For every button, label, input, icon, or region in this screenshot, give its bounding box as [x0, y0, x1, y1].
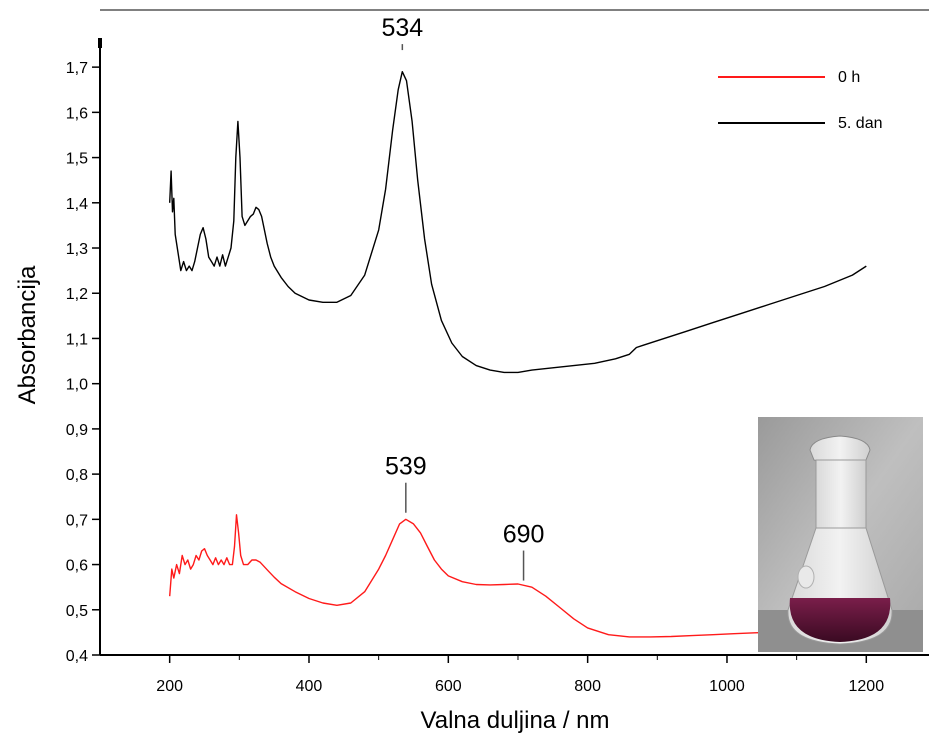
y-axis-ticks: 0,4 0,5 0,6 0,7 0,8 0,9 1,0 1,1 1,2 1,3 1,4 1,5 1,6 1… [66, 60, 100, 665]
y-tick-label: 1,3 [66, 241, 88, 258]
x-tick-label: 600 [435, 678, 462, 695]
y-tick-label: 0,8 [66, 467, 88, 484]
peak-label: 534 [381, 14, 423, 42]
series-layer [169, 70, 867, 638]
flask-photo [758, 417, 923, 652]
flask-label-sticker [797, 565, 815, 589]
x-tick-label: 800 [574, 678, 601, 695]
x-tick-label: 1200 [849, 678, 885, 695]
y-tick-label: 1,0 [66, 377, 88, 394]
y-tick-label: 0,7 [66, 512, 88, 529]
peak-label: 690 [503, 521, 545, 549]
y-tick-label: 0,4 [66, 648, 88, 665]
x-axis-title: Valna duljina / nm [421, 707, 610, 734]
flask-neck-icon [815, 459, 867, 529]
y-tick-label: 1,2 [66, 286, 88, 303]
x-tick-label: 200 [156, 678, 183, 695]
y-tick-label: 1,4 [66, 196, 88, 213]
x-tick-label: 400 [296, 678, 323, 695]
y-tick-label: 1,1 [66, 331, 88, 348]
y-tick-label: 0,5 [66, 603, 88, 620]
y-tick-label: 1,6 [66, 105, 88, 122]
y-tick-label: 0,6 [66, 558, 88, 575]
legend: 0 h 5. dan [718, 69, 882, 132]
series-line-0 [169, 514, 769, 638]
series-line-1 [169, 70, 867, 374]
y-tick-label: 0,9 [66, 422, 88, 439]
y-tick-label: 1,7 [66, 60, 88, 77]
flask-liquid [789, 598, 891, 642]
peak-label: 539 [385, 453, 427, 481]
y-axis-title: Absorbancija [14, 265, 41, 404]
peak-annotations: 534 539 690 [381, 14, 545, 581]
legend-label-0h: 0 h [838, 69, 860, 86]
plot-area: 200 400 600 800 1000 1200 0,4 0,5 0,6 0,7 0,8 0,9 1… [66, 9, 929, 695]
y-tick-label: 1,5 [66, 151, 88, 168]
y-axis-top-cap [98, 38, 102, 48]
legend-label-5dan: 5. dan [838, 115, 882, 132]
x-axis-ticks: 200 400 600 800 1000 1200 [156, 655, 884, 695]
x-tick-label: 1000 [709, 678, 745, 695]
